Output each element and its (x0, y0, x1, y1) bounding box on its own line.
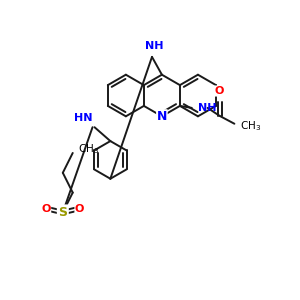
Text: O: O (41, 204, 51, 214)
Text: CH$_3$: CH$_3$ (78, 142, 99, 156)
Text: CH$_3$: CH$_3$ (240, 119, 262, 133)
Text: O: O (75, 204, 84, 214)
Text: NH: NH (145, 41, 163, 51)
Text: NH: NH (198, 103, 216, 113)
Text: S: S (58, 206, 67, 219)
Text: HN: HN (74, 113, 92, 123)
Text: O: O (215, 86, 224, 96)
Text: N: N (157, 110, 167, 123)
